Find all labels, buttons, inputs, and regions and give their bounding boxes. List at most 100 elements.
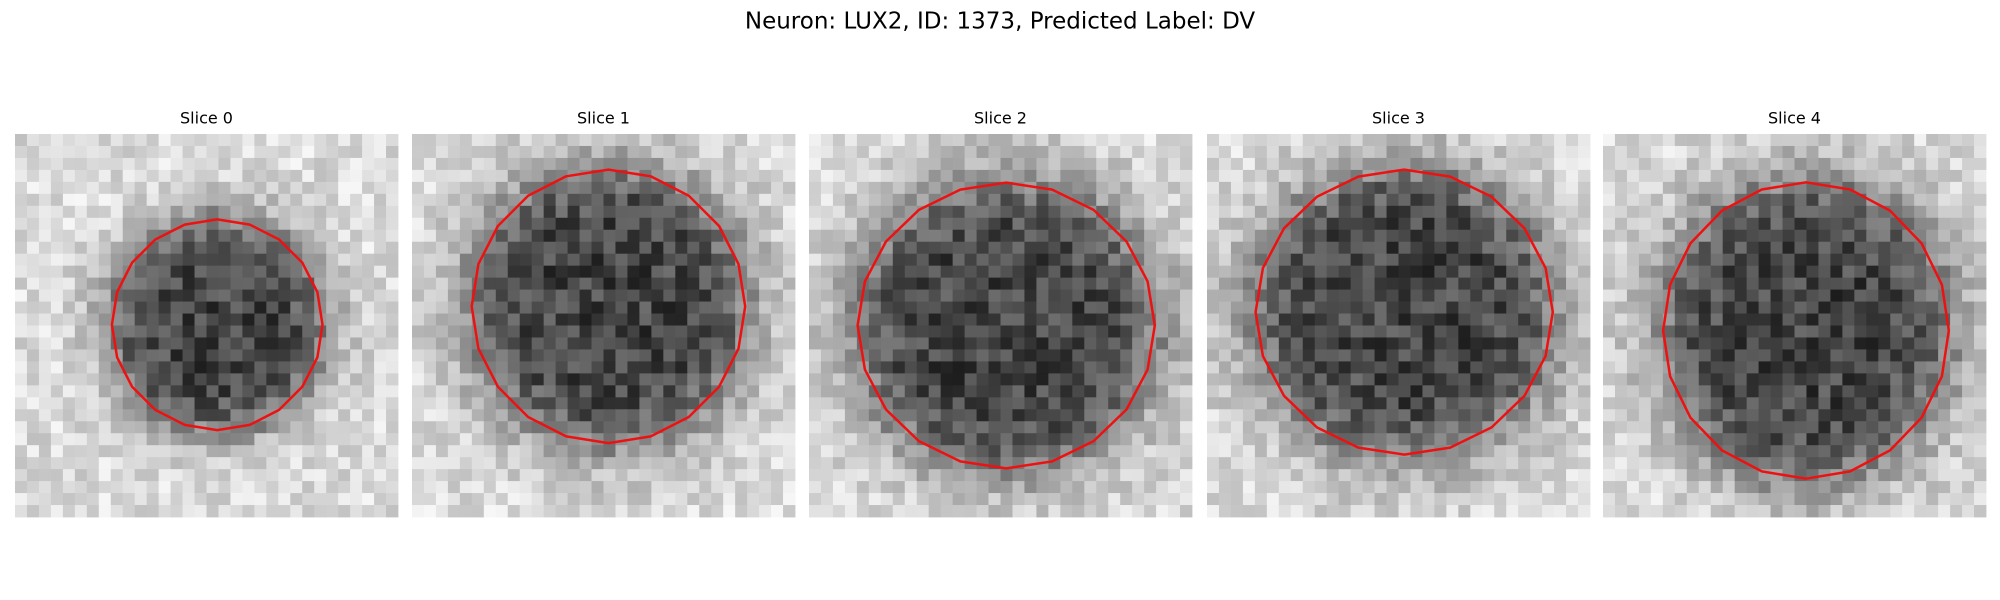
pixel bbox=[350, 229, 363, 243]
pixel bbox=[1566, 217, 1579, 231]
pixel bbox=[242, 301, 255, 314]
pixel bbox=[1278, 301, 1292, 314]
pixel bbox=[759, 373, 772, 386]
pixel bbox=[1638, 397, 1652, 410]
pixel bbox=[1770, 289, 1783, 302]
pixel bbox=[1626, 289, 1640, 302]
pixel bbox=[1794, 397, 1807, 410]
pixel bbox=[1314, 313, 1328, 326]
pixel bbox=[1410, 205, 1423, 219]
pixel bbox=[1662, 385, 1676, 398]
pixel bbox=[1662, 181, 1676, 195]
pixel bbox=[386, 169, 399, 183]
pixel bbox=[62, 241, 76, 255]
pixel bbox=[1434, 157, 1447, 171]
contour bbox=[1254, 168, 1555, 456]
pixel bbox=[1458, 445, 1471, 458]
pixel bbox=[1314, 134, 1328, 147]
pixel bbox=[374, 385, 387, 398]
pixel bbox=[62, 373, 76, 386]
pixel bbox=[1386, 134, 1399, 147]
pixel bbox=[146, 385, 160, 398]
pixel bbox=[1566, 325, 1579, 338]
pixel bbox=[1434, 205, 1447, 219]
pixel bbox=[1662, 134, 1676, 147]
pixel bbox=[1036, 253, 1049, 267]
pixel bbox=[62, 277, 76, 290]
pixel bbox=[1036, 493, 1049, 506]
pixel bbox=[723, 301, 736, 314]
pixel bbox=[543, 505, 557, 518]
pixel bbox=[447, 397, 461, 410]
pixel bbox=[374, 337, 387, 350]
pixel bbox=[1710, 337, 1724, 350]
pixel bbox=[964, 301, 977, 314]
pixel bbox=[1410, 241, 1423, 255]
pixel bbox=[447, 301, 461, 314]
pixel bbox=[1422, 337, 1435, 350]
pixel bbox=[134, 205, 148, 219]
pixel bbox=[783, 169, 796, 183]
pixel bbox=[1806, 205, 1819, 219]
pixel bbox=[374, 241, 387, 255]
pixel bbox=[507, 265, 521, 279]
pixel bbox=[1806, 385, 1819, 398]
pixel bbox=[591, 253, 604, 267]
pixel bbox=[146, 217, 160, 231]
pixel bbox=[1242, 253, 1256, 267]
pixel bbox=[1794, 229, 1807, 243]
pixel bbox=[471, 301, 485, 314]
pixel bbox=[687, 134, 700, 147]
pixel bbox=[1818, 277, 1831, 290]
pixel bbox=[1108, 169, 1121, 183]
pixel bbox=[1207, 217, 1220, 231]
pixel bbox=[928, 469, 942, 482]
pixel bbox=[1506, 301, 1519, 314]
pixel bbox=[783, 134, 796, 147]
pixel bbox=[603, 241, 616, 255]
pixel bbox=[1854, 289, 1867, 302]
pixel bbox=[1494, 385, 1507, 398]
pixel bbox=[1458, 169, 1471, 183]
pixel bbox=[218, 301, 231, 314]
pixel bbox=[1878, 325, 1891, 338]
pixel bbox=[976, 134, 989, 147]
pixel bbox=[15, 277, 28, 290]
pixel bbox=[1794, 349, 1807, 362]
pixel bbox=[146, 493, 160, 506]
pixel bbox=[579, 301, 592, 314]
pixel bbox=[483, 193, 497, 207]
pixel bbox=[856, 421, 870, 434]
pixel bbox=[386, 469, 399, 482]
pixel bbox=[423, 217, 437, 231]
pixel bbox=[1603, 313, 1616, 326]
pixel bbox=[844, 217, 858, 231]
pixel bbox=[1518, 361, 1531, 374]
pixel bbox=[1686, 265, 1700, 279]
pixel bbox=[386, 229, 399, 243]
pixel bbox=[820, 385, 834, 398]
pixel bbox=[663, 169, 676, 183]
pixel bbox=[218, 505, 231, 518]
pixel bbox=[543, 134, 557, 147]
pixel bbox=[1000, 481, 1013, 494]
pixel bbox=[1458, 325, 1471, 338]
pixel bbox=[290, 241, 303, 255]
pixel bbox=[326, 361, 339, 374]
pixel bbox=[567, 145, 580, 159]
pixel bbox=[254, 145, 267, 159]
pixel bbox=[1422, 397, 1435, 410]
pixel bbox=[519, 457, 533, 470]
pixel bbox=[844, 289, 858, 302]
pixel bbox=[242, 373, 255, 386]
pixel bbox=[699, 433, 712, 446]
pixel bbox=[1338, 301, 1352, 314]
pixel bbox=[723, 397, 736, 410]
pixel bbox=[1036, 241, 1049, 255]
pixel bbox=[1458, 493, 1471, 506]
pixel bbox=[844, 433, 858, 446]
pixel bbox=[1830, 433, 1843, 446]
pixel bbox=[1168, 421, 1181, 434]
pixel bbox=[1314, 493, 1328, 506]
pixel bbox=[1338, 493, 1352, 506]
